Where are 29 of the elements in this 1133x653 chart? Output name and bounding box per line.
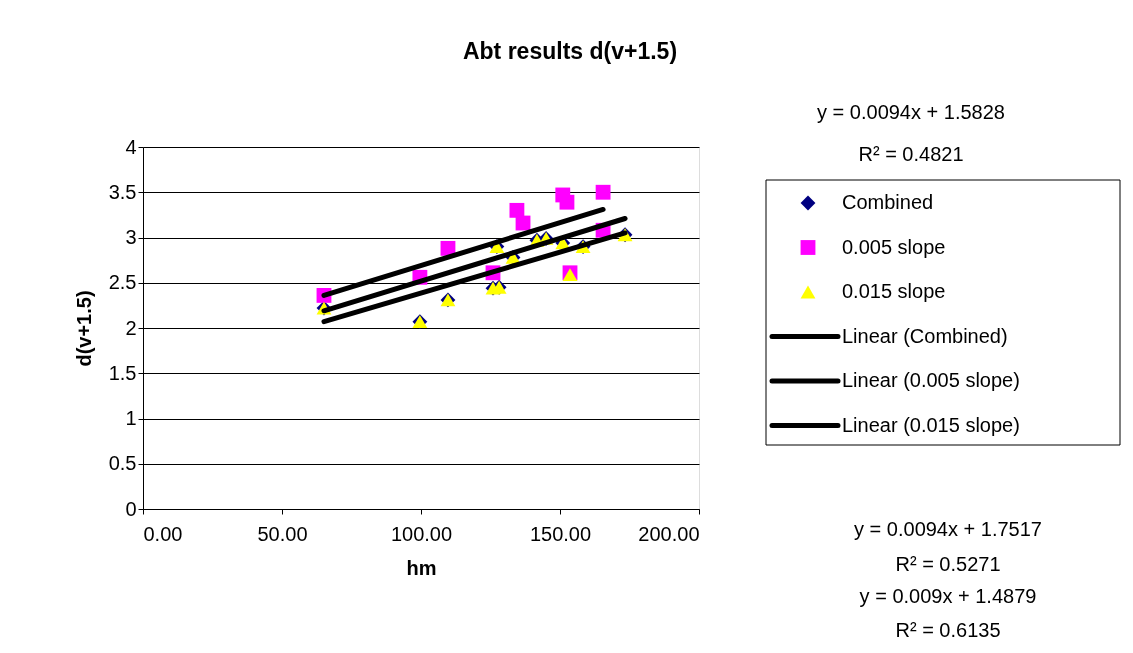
- y-tick-label: 1: [125, 407, 137, 429]
- chart-title: Abt results d(v+1.5): [462, 38, 678, 64]
- y-tick-label: 2: [125, 316, 137, 339]
- text: R² = 0.5271: [895, 553, 1001, 575]
- x-tick-label: 0.00: [143, 522, 183, 545]
- y-tick-label: 0: [125, 497, 137, 520]
- y-axis-title: d(v+1.5): [72, 290, 95, 367]
- text: R² = 0.6135: [895, 619, 1001, 641]
- legend-label: Linear (Combined): [842, 324, 1008, 347]
- y-tick-label: 0.5: [108, 452, 137, 475]
- y-tick-label: 3: [125, 226, 137, 248]
- text: y = 0.0094x + 1.7517: [854, 518, 1042, 540]
- x-tick-label: 50.00: [257, 522, 308, 545]
- text: y = 0.009x + 1.4879: [859, 585, 1037, 607]
- y-tick-label: 1.5: [108, 361, 137, 384]
- text: R² = 0.4821: [858, 143, 964, 165]
- text: y = 0.0094x + 1.5828: [817, 101, 1005, 123]
- x-tick-label: 150.00: [529, 522, 592, 545]
- legend-label: Linear (0.005 slope): [842, 369, 1020, 391]
- y-tick-label: 2.5: [108, 271, 137, 294]
- x-tick-label: 100.00: [390, 522, 453, 545]
- legend-label: Linear (0.015 slope): [842, 413, 1020, 436]
- x-tick-label: 200.00: [638, 522, 700, 545]
- x-axis-title: hm: [406, 556, 437, 579]
- legend-label: 0.015 slope: [842, 280, 946, 302]
- legend-label: 0.005 slope: [842, 235, 946, 258]
- y-tick-label: 3.5: [108, 180, 137, 203]
- legend-label: Combined: [842, 191, 934, 213]
- y-tick-label: 4: [125, 135, 137, 158]
